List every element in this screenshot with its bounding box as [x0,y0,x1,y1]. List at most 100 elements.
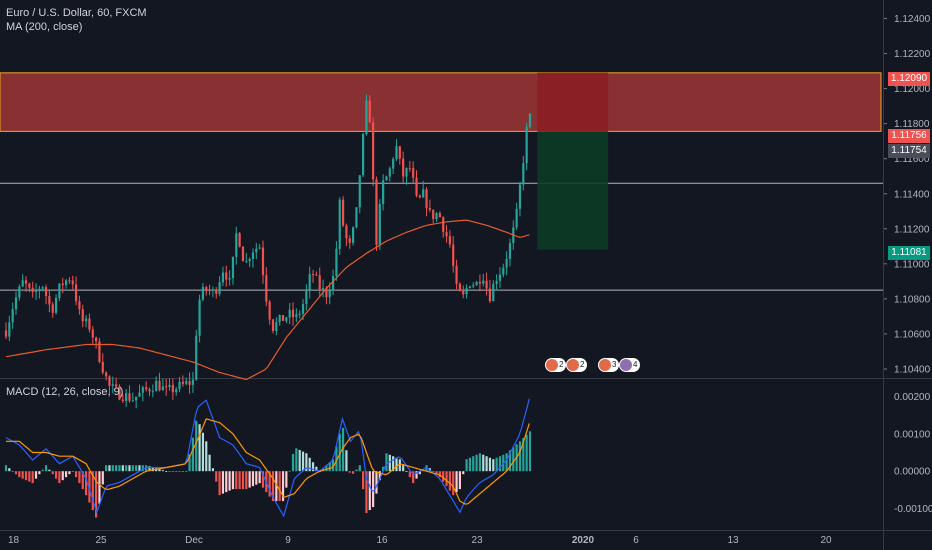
candle-body [435,213,438,220]
macd-histogram-bar [331,459,335,472]
candle-body [85,318,88,322]
macd-axis-label: 0.00100 [894,429,931,440]
macd-histogram-bar [221,471,225,494]
macd-histogram-bar [345,450,348,472]
macd-histogram-bar [105,465,108,472]
candle-body [458,283,461,291]
macd-histogram-bar [255,471,258,485]
price-axis-label: 1.11200 [894,224,930,235]
candle-body [145,387,148,390]
candle-body [438,213,441,218]
candle-body [515,208,518,228]
candle-body [408,168,411,170]
candle-body [335,248,338,276]
candle-body [98,341,101,362]
candle-body [88,318,91,330]
macd-histogram-bar [268,471,271,497]
candle-body [258,247,261,249]
candle-body [428,208,431,210]
symbol-legend[interactable]: Euro / U.S. Dollar, 60, FXCM [6,7,147,19]
candle-body [255,248,258,253]
candle-body [301,304,305,314]
macd-histogram-bar [308,457,311,472]
macd-histogram-bar [101,471,104,485]
candle-body [188,381,191,385]
event-count: 2 [580,360,585,369]
macd-histogram-bar [138,465,141,472]
macd-histogram-bar [211,468,215,472]
candle-body [455,265,458,284]
macd-histogram-bar [362,471,365,490]
macd-histogram-bar [178,471,181,472]
candle-body [468,286,472,288]
candle-body [228,278,231,280]
time-axis-label: 9 [285,535,291,546]
macd-histogram-bar [4,465,8,472]
macd-histogram-bar [44,465,48,472]
candle-body [465,287,468,295]
candle-body [165,386,168,388]
time-axis-label: 18 [8,535,20,546]
event-count: 2 [559,360,564,369]
macd-histogram-bar [338,433,341,472]
candle-body [305,289,308,305]
candle-body [295,314,298,318]
event-flag-icon [567,359,579,371]
macd-histogram-bar [385,453,388,472]
event-badge[interactable]: 3 [598,358,620,372]
macd-histogram-bar [352,471,355,474]
event-badge[interactable]: 4 [619,358,641,372]
event-count: 3 [612,360,617,369]
macd-legend[interactable]: MACD (12, 26, close, 9) [6,386,124,398]
candle-body [355,207,358,228]
candle-body [38,288,41,292]
candle-body [8,322,11,337]
candle-body [315,274,318,276]
candle-body [291,309,295,318]
candle-body [121,399,124,401]
macd-histogram-bar [74,471,78,478]
macd-histogram-bar [28,471,31,482]
macd-histogram-bar [61,471,64,481]
macd-histogram [4,420,532,518]
candle-body [372,122,375,180]
price-axis-label: 1.12400 [894,14,931,25]
candle-body [11,309,14,323]
candle-body [208,289,211,291]
ma-legend[interactable]: MA (200, close) [6,21,83,33]
macd-histogram-bar [478,453,482,472]
macd-histogram-bar [472,456,475,472]
time-axis-label: 23 [471,535,483,546]
last-close-price-tag: 1.11756 [888,129,930,143]
time-axis-label: 6 [633,535,639,546]
candle-body [388,168,391,177]
candle-body [171,384,174,393]
candle-body [48,296,51,305]
candle-body [161,386,164,391]
macd-histogram-bar [165,471,168,472]
candle-body [131,400,134,402]
macd-histogram-bar [215,471,218,482]
candle-body [68,280,71,282]
candle-body [201,287,205,300]
macd-histogram-bar [205,441,208,472]
candle-body [505,258,508,268]
macd-histogram-bar [188,454,191,472]
macd-line [5,398,530,518]
macd-histogram-bar [488,457,492,472]
event-badge[interactable]: 2 [545,358,567,372]
macd-histogram-bar [408,471,411,478]
candle-body [248,259,251,262]
candle-body [271,319,275,331]
event-flag-icon [620,359,632,371]
event-badge[interactable]: 2 [566,358,588,372]
event-flag-icon [546,359,558,371]
macd-histogram-bar [18,471,21,478]
macd-histogram-bar [218,471,221,496]
candle-body [425,189,428,209]
price-axis-label: 1.12000 [894,84,931,95]
macd-histogram-bar [95,471,98,518]
macd-histogram-bar [125,465,128,472]
candle-body [485,280,488,289]
